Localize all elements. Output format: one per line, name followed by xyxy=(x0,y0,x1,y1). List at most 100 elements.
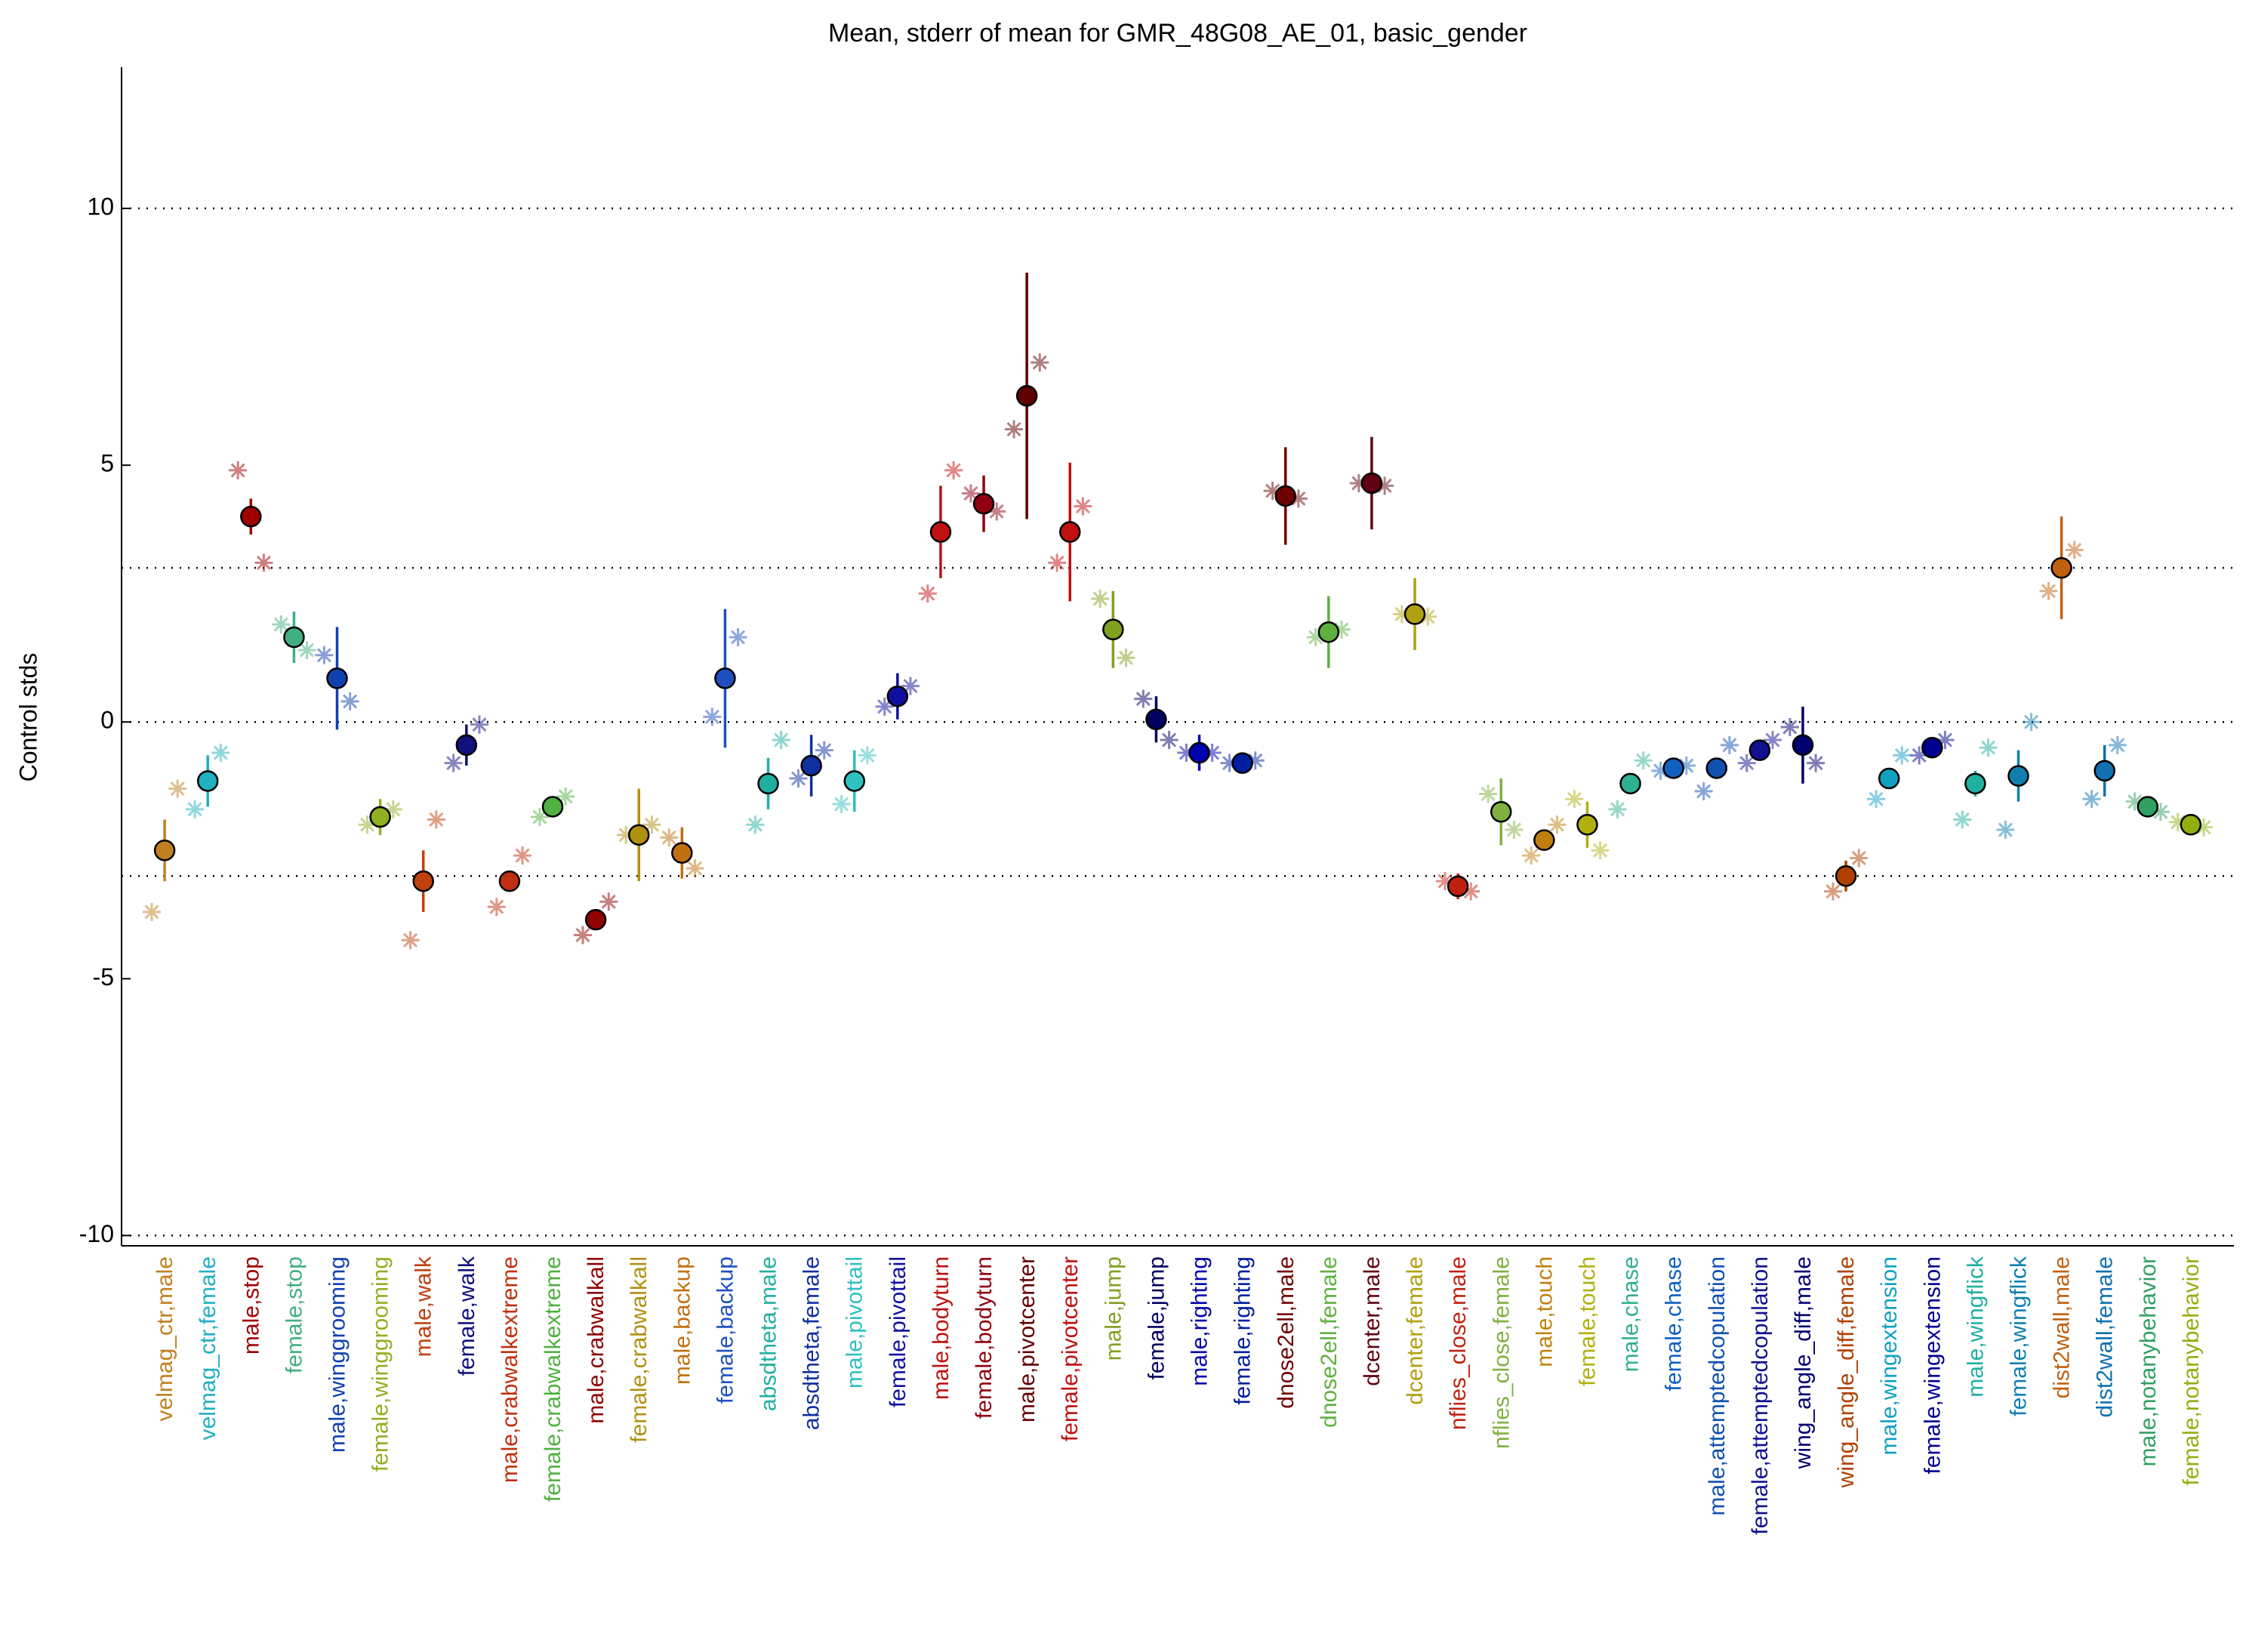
point-marker xyxy=(1091,589,1110,608)
point-marker xyxy=(229,461,248,479)
point-marker xyxy=(1953,810,1972,829)
mean-marker xyxy=(2007,765,2029,787)
x-tick-label: male,pivottail xyxy=(843,1256,867,1388)
x-tick-label: male,bodyturn xyxy=(929,1256,954,1400)
point-marker xyxy=(1548,815,1567,834)
point-marker xyxy=(961,484,980,503)
mean-marker xyxy=(283,626,305,649)
x-tick-label: velmag_ctr,male xyxy=(153,1256,177,1421)
x-tick-label: male,walk xyxy=(411,1256,436,1357)
point-marker xyxy=(2022,713,2041,732)
x-tick-label: male,jump xyxy=(1101,1256,1126,1361)
point-marker xyxy=(1117,649,1135,667)
y-tick-label: 10 xyxy=(87,193,114,220)
point-marker xyxy=(686,859,704,878)
x-tick-label: male,backup xyxy=(670,1256,695,1385)
point-marker xyxy=(2125,792,2144,811)
point-marker xyxy=(2168,812,2187,831)
point-marker xyxy=(556,787,575,806)
point-marker xyxy=(1177,744,1196,763)
point-marker xyxy=(1522,846,1541,865)
x-tick-label: dist2wall,female xyxy=(2093,1256,2118,1417)
point-marker xyxy=(832,795,851,814)
point-marker xyxy=(2108,735,2127,754)
x-tick-label: female,wingextension xyxy=(1920,1256,1945,1475)
x-tick-label: dnose2ell,female xyxy=(1317,1256,1342,1428)
mean-marker xyxy=(886,685,909,707)
point-marker xyxy=(1979,738,1998,757)
point-marker xyxy=(358,815,377,834)
point-marker xyxy=(1565,790,1584,809)
mean-marker xyxy=(1188,741,1210,764)
x-tick-label: female,wingflick xyxy=(2006,1256,2031,1416)
mean-marker xyxy=(240,505,262,528)
point-marker xyxy=(530,808,549,827)
mean-marker xyxy=(412,870,434,892)
point-marker xyxy=(2195,818,2214,837)
point-marker xyxy=(470,715,488,734)
mean-marker xyxy=(1964,772,1986,795)
mean-marker xyxy=(326,667,348,689)
point-marker xyxy=(1737,754,1756,772)
point-marker xyxy=(211,744,230,763)
x-tick-label: male,winggrooming xyxy=(325,1256,350,1453)
mean-marker xyxy=(1446,875,1469,898)
point-marker xyxy=(2151,803,2170,821)
point-marker xyxy=(2082,790,2101,809)
x-tick-label: male,wingflick xyxy=(1963,1256,1988,1398)
mean-marker xyxy=(1360,472,1383,495)
mean-marker xyxy=(1015,385,1038,407)
point-marker xyxy=(1651,761,1670,780)
mean-marker xyxy=(1403,603,1426,625)
mean-marker xyxy=(369,806,391,828)
mean-marker xyxy=(1792,734,1814,757)
x-tick-label: female,bodyturn xyxy=(972,1256,997,1419)
mean-marker xyxy=(1662,757,1684,779)
x-tick-label: female,walk xyxy=(454,1256,479,1376)
point-marker xyxy=(1048,553,1067,572)
point-marker xyxy=(1677,757,1696,775)
x-tick-label: wing_angle_diff,male xyxy=(1791,1256,1816,1469)
point-marker xyxy=(513,846,532,865)
point-marker xyxy=(660,828,679,847)
x-tick-label: female,chase xyxy=(1662,1256,1687,1391)
mean-marker xyxy=(929,521,952,543)
x-tick-label: dcenter,male xyxy=(1360,1256,1385,1386)
point-marker xyxy=(1996,821,2015,840)
point-marker xyxy=(1764,731,1782,750)
point-marker xyxy=(617,825,636,844)
x-tick-label: female,stop xyxy=(282,1256,307,1373)
point-marker xyxy=(186,800,205,818)
point-marker xyxy=(1479,784,1498,803)
mean-marker xyxy=(1490,801,1512,823)
x-tick-label: absdtheta,female xyxy=(800,1256,824,1430)
x-tick-label: female,crabwalkall xyxy=(627,1256,652,1443)
point-marker xyxy=(1376,476,1394,495)
point-marker xyxy=(573,926,592,945)
y-tick-label: 0 xyxy=(100,707,114,734)
point-marker xyxy=(1031,353,1049,372)
mean-marker xyxy=(2093,760,2115,782)
mean-marker xyxy=(1835,865,1857,887)
point-marker xyxy=(729,627,747,646)
point-marker xyxy=(1634,751,1653,770)
mean-marker xyxy=(196,770,219,792)
x-tick-label: male,chase xyxy=(1619,1256,1644,1372)
mean-marker xyxy=(1102,618,1124,641)
mean-marker xyxy=(1921,736,1943,759)
mean-marker xyxy=(2050,556,2072,579)
mean-marker xyxy=(627,824,650,846)
x-tick-label: female,attemptedcopulation xyxy=(1748,1256,1773,1535)
point-marker xyxy=(1246,751,1265,770)
mean-marker xyxy=(1317,621,1340,643)
x-tick-label: nflies_close,female xyxy=(1489,1256,1514,1449)
mean-marker xyxy=(541,796,564,818)
point-marker xyxy=(444,754,463,772)
x-tick-label: female,righting xyxy=(1231,1256,1255,1405)
point-marker xyxy=(642,815,661,834)
point-marker xyxy=(1505,821,1524,840)
point-marker xyxy=(487,898,506,917)
point-marker xyxy=(315,646,334,664)
x-tick-label: nflies_close,male xyxy=(1446,1256,1471,1430)
